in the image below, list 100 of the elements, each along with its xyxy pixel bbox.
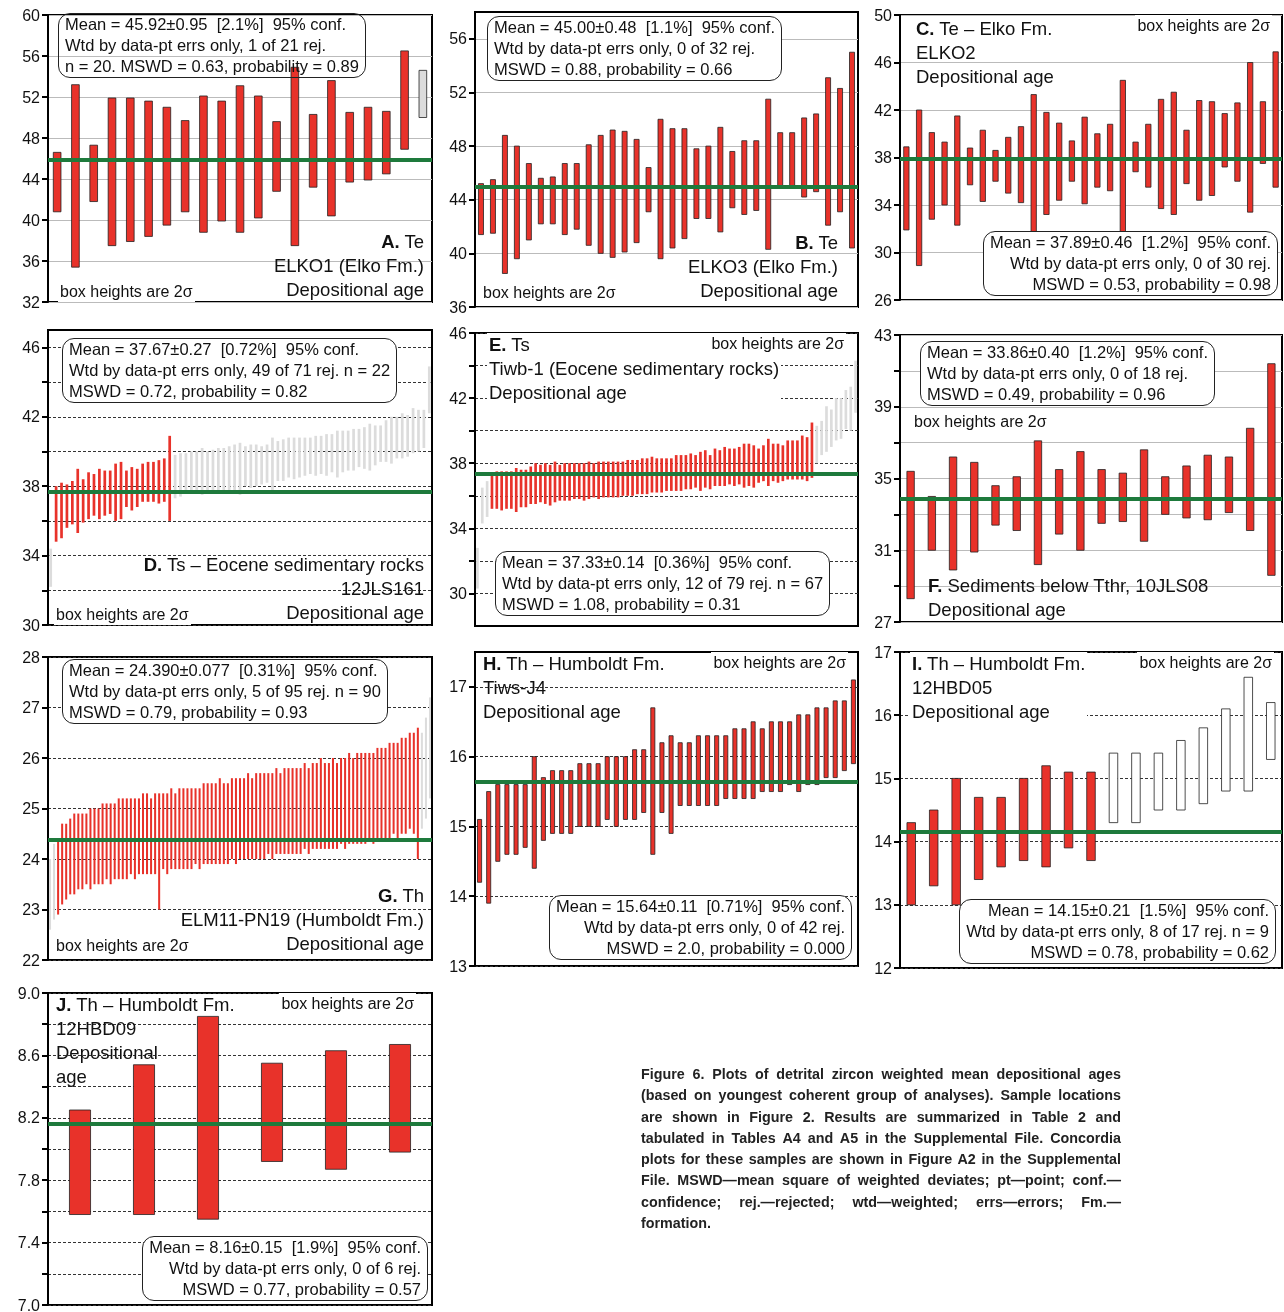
y-tick-label: 24 xyxy=(22,850,41,868)
bar xyxy=(210,783,213,865)
y-tick-label: 36 xyxy=(22,252,41,270)
bar xyxy=(741,140,748,215)
bar xyxy=(906,470,915,600)
annotation: Mean = 45.92±0.95 [2.1%] 95% conf. Wtd by data-pt errs only, 1 of 21 rej. n = 20. MSWD = 0.63, probability = 0.89 xyxy=(58,13,366,78)
bar xyxy=(1017,126,1025,204)
bar xyxy=(85,813,88,885)
annotation: box heights are 2σ xyxy=(1135,15,1272,36)
bar xyxy=(650,707,656,855)
bar xyxy=(259,773,262,859)
bar xyxy=(114,463,117,521)
bar xyxy=(500,471,503,511)
bar xyxy=(113,803,116,880)
bar xyxy=(298,437,301,478)
y-tick-label: 12 xyxy=(874,959,893,977)
y-tick-label: 14 xyxy=(874,833,893,851)
bar xyxy=(214,783,217,865)
bar xyxy=(1055,469,1064,535)
bar xyxy=(103,470,107,516)
bar xyxy=(1153,752,1164,811)
y-tick-label: 15 xyxy=(449,817,468,835)
bar xyxy=(168,435,172,521)
bar xyxy=(363,427,366,469)
bar xyxy=(327,763,330,849)
bar xyxy=(254,95,263,219)
text: Tiwb-1 (Eocene sedimentary rocks) Depositional age xyxy=(489,357,780,405)
bar xyxy=(916,109,923,266)
y-tick-label: 34 xyxy=(449,519,468,537)
annotation: Mean = 8.16±0.15 [1.9%] 95% conf. Wtd by data-pt errs only, 0 of 6 rej. MSWD = 0.77, probability = 0.57 xyxy=(142,1236,428,1301)
bar xyxy=(356,752,359,844)
annotation: box heights are 2σ xyxy=(279,993,416,1014)
text: D. Ts – Eocene sedimentary rocks xyxy=(143,553,424,577)
bar xyxy=(352,428,355,471)
bar xyxy=(1243,676,1253,792)
bar xyxy=(495,784,501,862)
bar xyxy=(1247,62,1254,213)
y-tick-label: 16 xyxy=(449,748,468,766)
y-tick-label: 17 xyxy=(874,643,893,661)
y-tick-label: 34 xyxy=(22,547,41,565)
bar xyxy=(657,118,664,260)
bar xyxy=(823,707,829,778)
y-tick-label: 28 xyxy=(22,648,41,666)
bar xyxy=(1182,465,1191,519)
bar xyxy=(283,768,286,854)
bar xyxy=(597,134,604,254)
bar xyxy=(279,773,282,854)
bar xyxy=(796,440,799,480)
bar xyxy=(197,1016,219,1220)
bar xyxy=(928,132,935,220)
y-tick-label: 17 xyxy=(449,678,468,696)
bar xyxy=(695,735,701,806)
bar xyxy=(226,783,229,865)
bar xyxy=(427,366,431,414)
bar xyxy=(251,778,254,859)
bar xyxy=(1208,101,1216,196)
y-tick-label: 43 xyxy=(874,326,893,344)
bar xyxy=(158,793,161,910)
y-tick-label: 9.0 xyxy=(17,984,41,1002)
bar xyxy=(550,770,555,834)
bar xyxy=(693,148,700,219)
bar xyxy=(291,768,294,854)
bar xyxy=(344,758,347,849)
y-tick-label: 32 xyxy=(22,293,41,311)
bar xyxy=(1176,740,1186,811)
bar xyxy=(522,784,528,848)
bar xyxy=(540,777,546,841)
y-tick-label: 38 xyxy=(874,149,893,166)
bar xyxy=(486,791,492,904)
bar xyxy=(791,440,794,480)
bar xyxy=(1183,129,1190,185)
annotation: Mean = 37.67±0.27 [0.72%] 95% conf. Wtd by data-pt errs only, 49 of 71 rej. n = 22 MSWD = 0.72, probability = 0.82 xyxy=(62,338,398,403)
bar xyxy=(380,747,383,839)
bar xyxy=(854,360,857,413)
bar xyxy=(97,808,100,885)
bar xyxy=(705,735,710,806)
bar xyxy=(174,793,177,870)
bar xyxy=(125,798,128,880)
bar xyxy=(1086,771,1096,861)
bar xyxy=(400,737,403,834)
bar xyxy=(1005,136,1012,194)
bar xyxy=(941,141,948,206)
y-tick-label: 50 xyxy=(874,6,893,24)
bar xyxy=(1033,440,1043,565)
bar xyxy=(247,773,250,859)
bar xyxy=(903,146,910,231)
bar xyxy=(1203,454,1212,521)
annotation: Mean = 14.15±0.21 [1.5%] 95% conf. Wtd by data-pt errs only, 8 of 17 rej. n = 9 MSWD = 0.78, probability = 0.62 xyxy=(959,899,1276,964)
text: 12HBD05 Depositional age xyxy=(912,676,1051,724)
bar xyxy=(137,798,140,875)
bar xyxy=(319,758,322,849)
bar xyxy=(849,51,855,249)
bar xyxy=(336,430,339,478)
bar xyxy=(263,773,266,859)
y-tick-label: 46 xyxy=(874,54,893,71)
bar xyxy=(272,121,281,192)
y-tick-label: 26 xyxy=(874,291,893,309)
bar xyxy=(230,778,233,859)
y-tick-label: 56 xyxy=(449,30,468,48)
bar xyxy=(586,763,592,827)
